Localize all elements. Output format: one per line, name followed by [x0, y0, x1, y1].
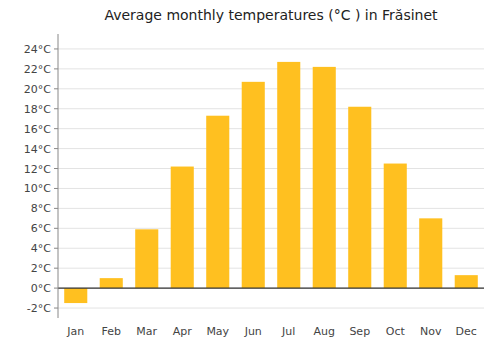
category-label: Nov: [420, 325, 442, 338]
bar: [277, 62, 300, 288]
tick-mark: [54, 268, 58, 269]
bar: [313, 67, 336, 288]
y-ticks: -2°C 0°C 2°C 4°C 6°C 8°C 10°C 12°C 14°C 16°C 18°C 2…: [24, 43, 58, 315]
bar: [419, 218, 442, 288]
tick-mark: [54, 48, 58, 49]
tick-label: 0°C: [31, 282, 51, 295]
tick-mark: [54, 208, 58, 209]
bars: [64, 62, 478, 303]
category-label: Mar: [136, 325, 157, 338]
tick-mark: [54, 148, 58, 149]
tick-label: 2°C: [31, 262, 51, 275]
bar: [206, 116, 229, 288]
tick-mark: [54, 288, 58, 289]
category-label: Sep: [349, 325, 370, 338]
grid-line: [58, 68, 484, 69]
chart: Average monthly temperatures (°C ) in Fr…: [0, 0, 500, 350]
tick-mark: [54, 168, 58, 169]
category-label: Jul: [281, 325, 295, 338]
bar: [135, 229, 158, 288]
grid-line: [58, 168, 484, 169]
bar: [384, 164, 407, 289]
tick-mark: [54, 228, 58, 229]
bar: [242, 82, 265, 288]
tick-label: 10°C: [24, 182, 51, 195]
bar: [100, 278, 123, 288]
grid-line: [58, 128, 484, 129]
tick-mark: [54, 248, 58, 249]
tick-label: 16°C: [24, 123, 51, 136]
tick-label: 6°C: [31, 222, 51, 235]
tick-label: -2°C: [27, 302, 51, 315]
tick-label: 22°C: [24, 63, 51, 76]
title: Average monthly temperatures (°C ) in Fr…: [104, 7, 438, 23]
tick-mark: [54, 308, 58, 309]
category-label: May: [206, 325, 229, 338]
bar: [64, 288, 87, 303]
tick-label: 4°C: [31, 242, 51, 255]
grid-line: [58, 48, 484, 49]
bar: [455, 275, 478, 288]
category-label: Aug: [314, 325, 335, 338]
category-label: Jan: [66, 325, 84, 338]
category-label: Jun: [244, 325, 262, 338]
category-label: Apr: [173, 325, 193, 338]
tick-label: 12°C: [24, 163, 51, 176]
tick-mark: [54, 88, 58, 89]
bar: [171, 167, 194, 289]
grid-line: [58, 208, 484, 209]
grid-line: [58, 88, 484, 89]
grid: [58, 49, 484, 308]
baseline: [58, 288, 484, 289]
category-label: Feb: [102, 325, 121, 338]
grid-line: [58, 288, 484, 289]
tick-label: 18°C: [24, 103, 51, 116]
grid-line: [58, 188, 484, 189]
tick-label: 20°C: [24, 83, 51, 96]
tick-mark: [54, 108, 58, 109]
grid-line: [58, 308, 484, 309]
grid-line: [58, 148, 484, 149]
bar: [348, 107, 371, 288]
tick-label: 24°C: [24, 43, 51, 56]
y-axis-line: [58, 34, 59, 318]
tick-mark: [54, 188, 58, 189]
x-ticks: Jan Feb Mar Apr May Jun Jul Aug Sep Oct Nov Dec: [66, 325, 477, 338]
tick-mark: [54, 68, 58, 69]
tick-label: 8°C: [31, 202, 51, 215]
tick-mark: [54, 128, 58, 129]
grid-line: [58, 108, 484, 109]
category-label: Dec: [456, 325, 477, 338]
category-label: Oct: [386, 325, 406, 338]
tick-label: 14°C: [24, 143, 51, 156]
